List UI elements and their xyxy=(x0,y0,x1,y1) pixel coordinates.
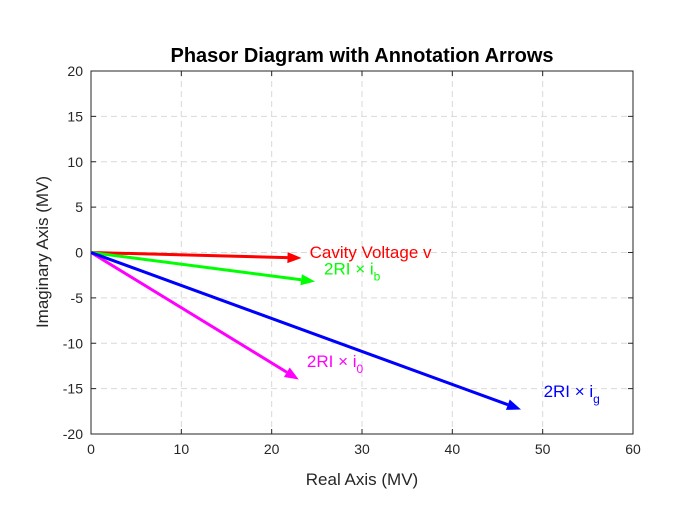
y-tick-label: -5 xyxy=(71,290,84,306)
x-tick-label: 30 xyxy=(354,441,370,457)
phasor-label-ib: 2RI × ib xyxy=(324,259,381,283)
y-tick-label: 20 xyxy=(67,63,83,79)
chart-title: Phasor Diagram with Annotation Arrows xyxy=(171,45,554,67)
arrow-head-cavity xyxy=(287,252,302,264)
y-tick-label: -15 xyxy=(63,381,83,397)
phasor-cavity: Cavity Voltage v xyxy=(90,243,432,264)
phasor-label-ig: 2RI × ig xyxy=(544,382,600,406)
phasor-i0: 2RI × i0 xyxy=(90,251,364,380)
x-tick-label: 40 xyxy=(445,441,461,457)
x-tick-label: 50 xyxy=(535,441,551,457)
x-tick-label: 20 xyxy=(264,441,280,457)
x-tick-label: 0 xyxy=(87,441,95,457)
phasor-line-i0 xyxy=(90,251,288,374)
y-tick-label: -20 xyxy=(63,426,83,442)
phasor-line-cavity xyxy=(90,251,288,260)
phasor-line-ig xyxy=(90,251,509,407)
phasor-label-cavity: Cavity Voltage v xyxy=(310,243,432,262)
arrow-head-i0 xyxy=(283,367,299,380)
arrow-head-ig xyxy=(505,399,521,410)
phasor-ib: 2RI × ib xyxy=(90,251,381,286)
phasor-label-i0: 2RI × i0 xyxy=(307,352,364,376)
x-tick-label: 10 xyxy=(174,441,190,457)
y-tick-label: -10 xyxy=(63,335,83,351)
arrow-head-ib xyxy=(300,274,316,286)
y-tick-label: 10 xyxy=(67,154,83,170)
x-tick-label: 60 xyxy=(625,441,641,457)
y-tick-label: 5 xyxy=(75,199,83,215)
x-axis-label: Real Axis (MV) xyxy=(306,470,418,489)
phasor-line-ib xyxy=(90,251,302,282)
grid-lines xyxy=(91,71,633,434)
y-axis-label: Imaginary Axis (MV) xyxy=(33,176,52,328)
y-tick-label: 0 xyxy=(75,245,83,261)
y-tick-label: 15 xyxy=(67,108,83,124)
phasor-ig: 2RI × ig xyxy=(90,251,600,410)
